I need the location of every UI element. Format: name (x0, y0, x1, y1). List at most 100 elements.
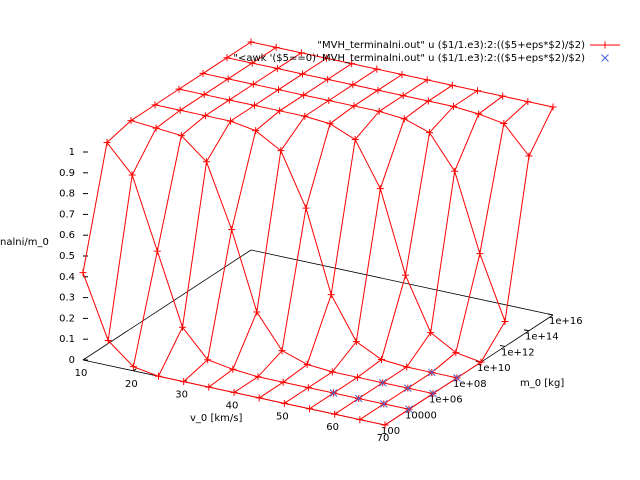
point (399, 92, 407, 100)
legend-marker (601, 54, 609, 62)
z-tick-label: 0.2 (59, 313, 75, 324)
surface-line (258, 79, 428, 399)
point (201, 112, 209, 120)
x-tick-label: 50 (276, 411, 289, 422)
y-tick-label: 1e+14 (525, 332, 559, 343)
point (501, 317, 509, 325)
x-tick-label: 60 (326, 422, 339, 433)
point (179, 323, 186, 331)
y-tick-label: 100 (381, 426, 400, 437)
y-tick-label: 1e+10 (477, 363, 511, 374)
point (228, 226, 236, 234)
point (255, 394, 263, 402)
surface-line (178, 88, 482, 363)
point (375, 107, 383, 115)
point (153, 247, 161, 255)
point (324, 75, 332, 83)
point (350, 102, 358, 110)
point (402, 271, 409, 279)
point (379, 400, 388, 408)
z-tick-label: 0.7 (59, 209, 75, 220)
y-tick-label: 1e+08 (453, 379, 487, 390)
point (354, 373, 361, 381)
point (525, 152, 533, 160)
point (304, 384, 312, 392)
surface-line (183, 63, 352, 383)
point (373, 65, 381, 73)
surface-line (132, 52, 302, 367)
point (204, 356, 212, 364)
point (500, 120, 508, 128)
point (199, 69, 207, 77)
point (297, 49, 305, 57)
surface-line (226, 57, 530, 157)
point (176, 106, 184, 114)
point (477, 358, 485, 366)
z-tick-label: 0.1 (59, 334, 75, 345)
point (427, 329, 435, 337)
z-tick-label: 0.3 (59, 293, 75, 304)
z-tick-label: 0.8 (59, 189, 75, 200)
point (423, 76, 431, 84)
point (331, 410, 339, 418)
point (254, 373, 262, 381)
point (278, 347, 286, 355)
point (229, 365, 237, 373)
point (275, 86, 282, 94)
point (249, 80, 257, 88)
x-tick-label: 40 (226, 401, 239, 412)
point (452, 349, 460, 357)
point (427, 368, 436, 377)
point (303, 360, 311, 368)
point (129, 363, 137, 371)
surface-line (334, 95, 503, 415)
point (476, 250, 484, 258)
point (127, 117, 135, 125)
point (277, 147, 285, 155)
point (103, 139, 111, 147)
point (429, 389, 437, 398)
point (223, 54, 231, 62)
point (327, 291, 335, 299)
x-tick-label: 20 (125, 379, 138, 390)
point (376, 185, 384, 193)
surface-line (284, 84, 453, 404)
point (400, 115, 408, 123)
point (177, 132, 185, 140)
surface-line (158, 57, 327, 377)
point (378, 356, 385, 364)
point (155, 372, 162, 380)
z-tick-label: 0.4 (59, 272, 75, 283)
y-axis-label: m_0 [kg] (520, 378, 564, 389)
x-tick-label: 30 (175, 390, 188, 401)
point (453, 374, 461, 382)
y-tick (523, 329, 530, 332)
point (351, 136, 359, 144)
point (280, 399, 288, 407)
point (227, 117, 234, 125)
point (248, 59, 256, 67)
point (451, 167, 459, 175)
point (326, 120, 334, 128)
z-tick-label: 0.5 (59, 251, 75, 262)
point (405, 405, 413, 414)
surface-line (233, 74, 403, 393)
point (426, 129, 433, 137)
point (253, 308, 261, 316)
legend-marker (601, 41, 609, 49)
point (300, 91, 308, 99)
point (252, 127, 260, 135)
point (328, 368, 336, 376)
point (104, 336, 112, 344)
point (374, 86, 382, 94)
z-tick-label: 1 (69, 147, 75, 158)
x-tick (133, 368, 137, 372)
point (175, 85, 183, 93)
point (349, 81, 357, 89)
point (273, 65, 281, 73)
point (403, 384, 412, 393)
point (398, 71, 406, 78)
point (251, 101, 258, 109)
axis-line (250, 249, 554, 316)
